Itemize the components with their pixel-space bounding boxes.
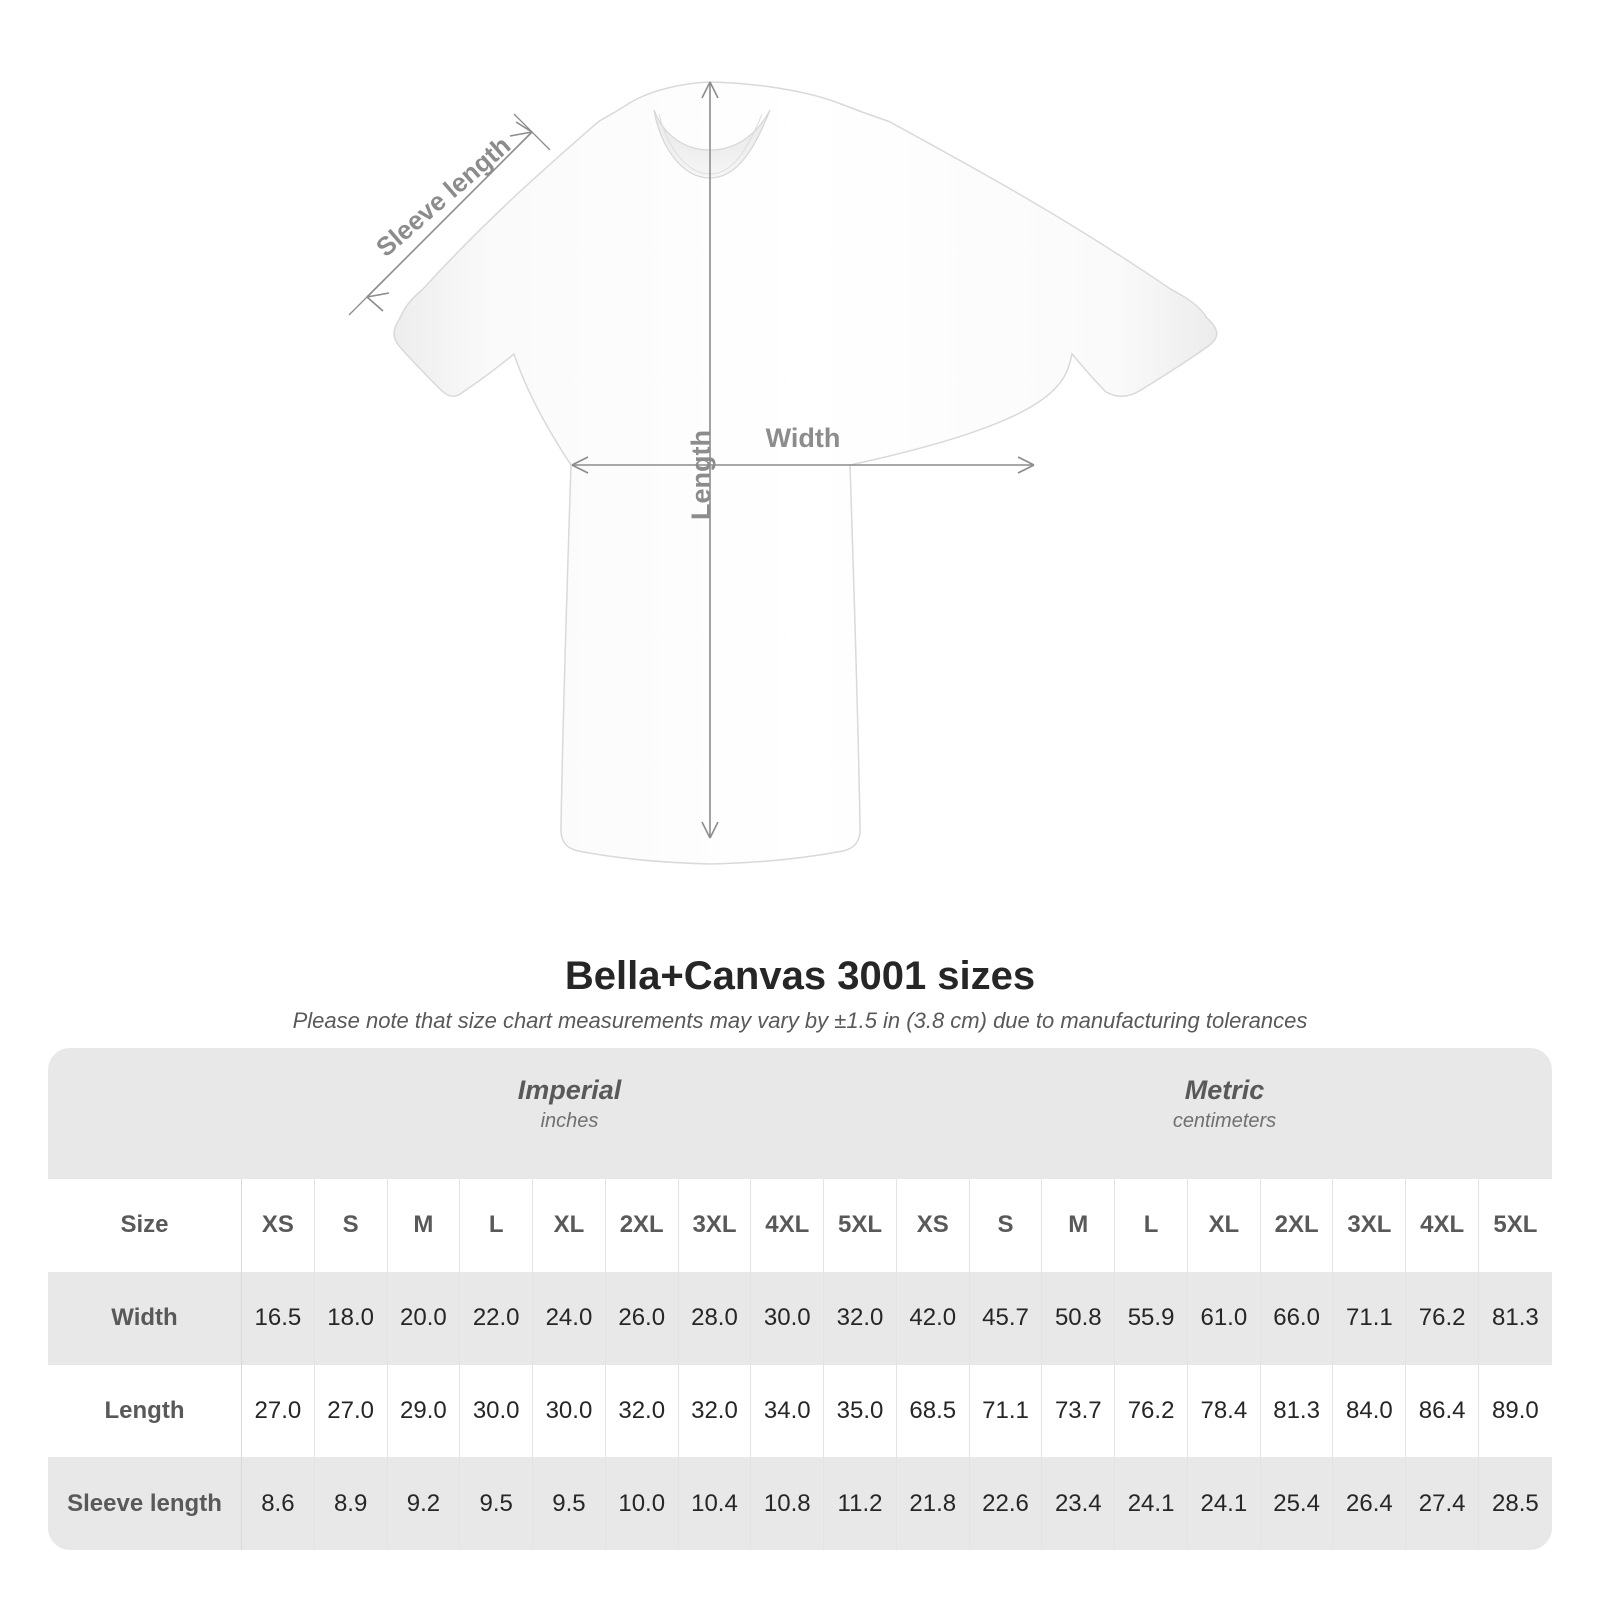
svg-text:Width: Width	[766, 423, 841, 453]
svg-text:Length: Length	[686, 430, 716, 520]
